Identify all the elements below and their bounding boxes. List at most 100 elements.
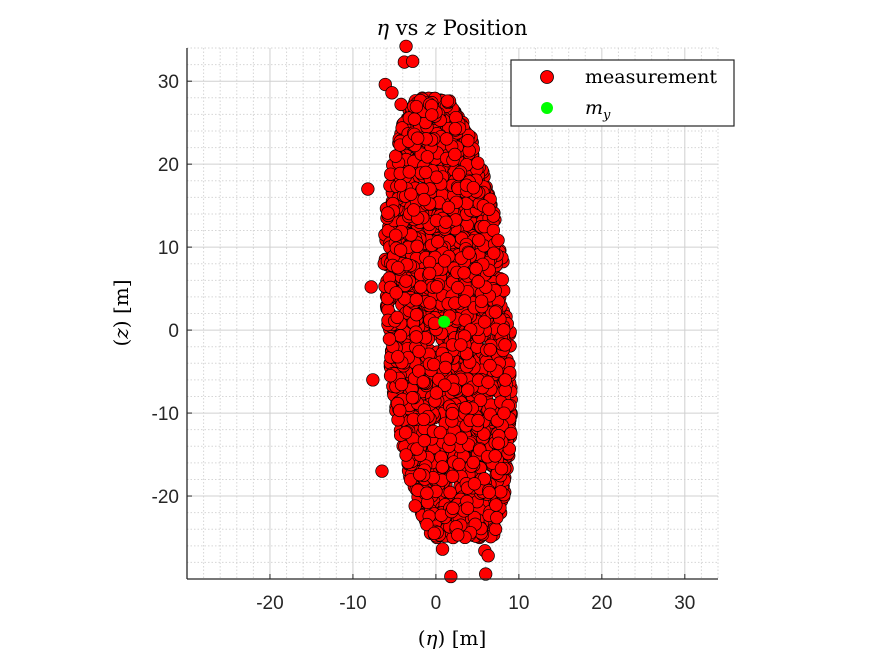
scatter-point-measurement (427, 526, 441, 541)
scatter-point-measurement (389, 286, 403, 300)
x-tick-label: -10 (339, 593, 366, 614)
scatter-point-measurement (391, 350, 405, 364)
scatter-point-measurement (361, 182, 375, 196)
scatter-point-measurement (483, 343, 497, 357)
y-tick-label: 20 (158, 155, 179, 176)
scatter-point-measurement (488, 305, 503, 319)
scatter-point-measurement (398, 425, 413, 440)
scatter-point-measurement (410, 442, 424, 456)
scatter-point-measurement (448, 122, 462, 136)
scatter-point-measurement (466, 455, 480, 470)
scatter-point-measurement (491, 436, 505, 450)
legend-marker-my (541, 102, 553, 114)
title-eta: η (376, 16, 389, 40)
y-tick-label: 10 (158, 238, 179, 259)
major-grid (187, 48, 718, 579)
scatter-point-measurement (459, 401, 473, 415)
scatter-point-measurement (410, 239, 424, 253)
scatter-point-measurement (399, 39, 413, 53)
scatter-point-measurement (462, 246, 476, 260)
scatter-point-measurement (409, 293, 424, 307)
scatter-point-measurement (409, 330, 423, 344)
scatter-point-my (438, 315, 451, 328)
scatter-point-measurement (498, 373, 512, 387)
legend-my-sub: y (602, 108, 611, 123)
scatter-point-measurement (381, 206, 395, 220)
axes (186, 48, 718, 580)
scatter-point-measurement (494, 485, 508, 499)
legend-marker-measurement (540, 70, 554, 84)
scatter-point-measurement (416, 375, 430, 389)
scatter-point-measurement (407, 203, 421, 217)
scatter-point-measurement (471, 413, 485, 428)
chart-title: η vs z Position (376, 16, 527, 40)
scatter-point-measurement (471, 156, 485, 170)
scatter-point-measurement (438, 378, 452, 392)
scatter-point-measurement (444, 569, 458, 584)
scatter-point-measurement (420, 486, 434, 500)
scatter-point-measurement (409, 100, 424, 114)
scatter-point-measurement (431, 235, 445, 249)
scatter-point-measurement (406, 54, 420, 68)
scatter-point-measurement (446, 501, 460, 515)
scatter-point-measurement (488, 449, 502, 463)
scatter-point-measurement (466, 181, 480, 195)
x-tick-label: -20 (256, 593, 283, 614)
ylabel-unit: ) [m] (109, 279, 133, 328)
scatter-point-measurement (461, 383, 475, 397)
xlabel-eta: η (426, 626, 438, 650)
scatter-point-measurement (443, 485, 457, 500)
scatter-point-measurement (437, 254, 452, 268)
y-tick-label: -20 (152, 487, 179, 508)
x-tick-label: 0 (431, 593, 442, 614)
title-position: Position (436, 16, 527, 40)
scatter-point-measurement (491, 233, 505, 248)
scatter-point-measurement (479, 567, 493, 581)
scatter-point-measurement (481, 375, 495, 389)
scatter-point-measurement (461, 133, 475, 148)
scatter-point-measurement (429, 386, 444, 400)
scatter-point-measurement (489, 498, 503, 512)
legend-my-main: m (585, 97, 603, 119)
scatter-point-measurement (467, 477, 482, 491)
scatter-point-measurement (488, 522, 503, 536)
scatter-point-measurement (419, 165, 433, 180)
scatter-point-measurement (413, 468, 427, 482)
scatter-point-measurement (435, 460, 449, 474)
scatter-point-measurement (457, 294, 472, 308)
scatter-point-measurement (439, 215, 453, 229)
scatter-point-measurement (474, 294, 489, 308)
scatter-point-measurement (383, 369, 398, 383)
scatter-point-measurement (390, 310, 404, 324)
scatter-point-measurement (394, 377, 409, 392)
legend-label-measurement: measurement (585, 66, 717, 88)
scatter-point-measurement (469, 262, 483, 276)
y-tick-labels: -20 -10 0 10 20 30 (152, 72, 179, 508)
scatter-point-measurement (495, 272, 509, 287)
scatter-point-measurement (472, 233, 486, 247)
legend: measurement my (510, 59, 735, 127)
scatter-point-measurement (409, 308, 424, 322)
scatter-point-measurement (439, 132, 454, 146)
scatter-point-measurement (375, 464, 389, 478)
scatter-point-measurement (457, 266, 471, 280)
y-tick-label: 0 (168, 321, 179, 342)
x-tick-label: 20 (591, 593, 612, 614)
scatter-point-measurement (389, 228, 403, 243)
scatter-point-measurement (452, 167, 466, 182)
scatter-point-measurement (423, 296, 437, 310)
scatter-point-measurement (417, 412, 431, 427)
scatter-point-measurement (366, 373, 380, 387)
scatter-point-measurement (451, 528, 465, 542)
scatter-point-measurement (391, 261, 405, 275)
scatter-point-measurement (420, 150, 435, 164)
scatter-point-measurement (393, 243, 408, 257)
scatter-point-measurement (482, 202, 496, 216)
scatter-point-measurement (498, 338, 512, 352)
scatter-point-measurement (399, 448, 413, 462)
y-axis-label: (z) [m] (109, 279, 133, 346)
scatter-point-measurement (382, 332, 397, 346)
scatter-point-measurement (487, 246, 501, 260)
scatter-point-measurement (497, 406, 511, 420)
scatter-point-measurement (407, 112, 422, 126)
